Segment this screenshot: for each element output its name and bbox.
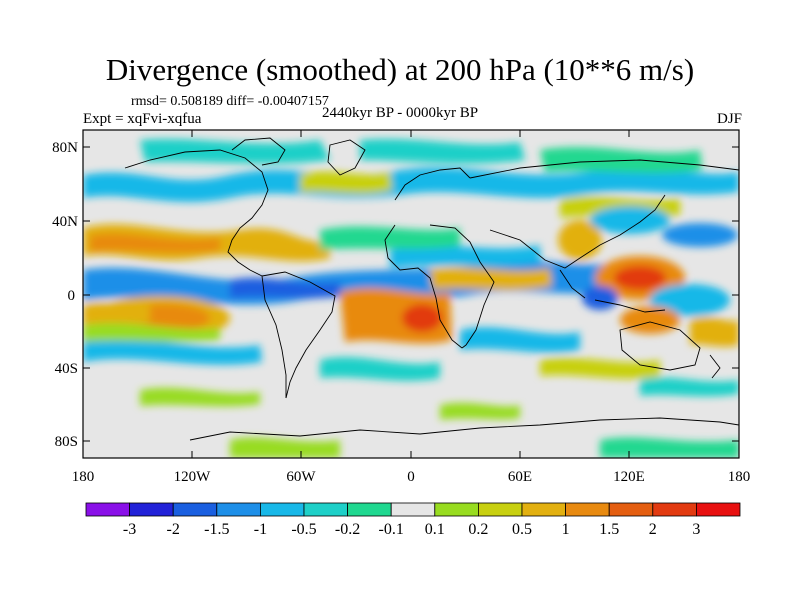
colorbar-labels: -3 -2 -1.5 -1 -0.5 -0.2 -0.1 0.1 0.2 0.5 1 1.5 2 3 bbox=[123, 521, 700, 538]
colorbar: -3 -2 -1.5 -1 -0.5 -0.2 -0.1 0.1 0.2 0.5 1 1.5 2 3 bbox=[85, 502, 741, 538]
colorbar-label: 0.1 bbox=[425, 521, 445, 538]
colorbar-swatch bbox=[434, 502, 479, 517]
lon-label-0: 0 bbox=[407, 469, 415, 485]
colorbar-label: 0.5 bbox=[512, 521, 532, 538]
lat-label-0: 0 bbox=[68, 288, 76, 304]
colorbar-swatch bbox=[696, 502, 741, 517]
colorbar-swatch bbox=[85, 502, 130, 517]
coastlines bbox=[124, 137, 739, 441]
experiment-label: Expt = xqFvi-xqfua bbox=[83, 111, 202, 127]
colorbar-swatch bbox=[216, 502, 261, 517]
stats-text: rmsd= 0.508189 diff= -0.00407157 bbox=[131, 94, 329, 109]
colorbar-swatch bbox=[172, 502, 218, 517]
map-title: Divergence (smoothed) at 200 hPa (10**6 … bbox=[105, 52, 695, 87]
period-label: 2440kyr BP - 0000kyr BP bbox=[322, 105, 479, 121]
colorbar-label: -0.5 bbox=[291, 521, 316, 538]
colorbar-swatch bbox=[521, 502, 566, 517]
lon-label-120e: 120E bbox=[613, 469, 645, 485]
lon-label-180w: 180 bbox=[72, 469, 95, 485]
lon-label-180e: 180 bbox=[728, 469, 751, 485]
colorbar-label: 2 bbox=[649, 521, 657, 538]
colorbar-swatch bbox=[303, 502, 348, 517]
colorbar-label: -0.1 bbox=[379, 521, 404, 538]
colorbar-swatch bbox=[565, 502, 610, 517]
colorbar-label: -2 bbox=[167, 521, 180, 538]
lat-label-80s: 80S bbox=[55, 434, 78, 450]
season-label: DJF bbox=[716, 111, 742, 127]
lat-label-40n: 40N bbox=[52, 214, 78, 230]
colorbar-label: -0.2 bbox=[335, 521, 360, 538]
colorbar-swatch bbox=[259, 502, 305, 517]
colorbar-swatch bbox=[477, 502, 523, 517]
lon-label-120w: 120W bbox=[174, 469, 212, 485]
colorbar-label: -3 bbox=[123, 521, 136, 538]
colorbar-boxes bbox=[85, 502, 741, 517]
colorbar-label: 1.5 bbox=[599, 521, 619, 538]
lat-label-40s: 40S bbox=[55, 361, 78, 377]
longitude-axis: 180 120W 60W 0 60E 120E 180 bbox=[72, 130, 751, 485]
colorbar-swatch bbox=[608, 502, 654, 517]
divergence-field bbox=[83, 130, 739, 458]
latitude-axis: 80N 40N 0 40S 80S bbox=[52, 140, 739, 450]
colorbar-label: -1 bbox=[254, 521, 267, 538]
colorbar-swatch bbox=[347, 502, 392, 517]
colorbar-swatch bbox=[390, 502, 436, 517]
colorbar-label: 3 bbox=[692, 521, 700, 538]
lat-label-80n: 80N bbox=[52, 140, 78, 156]
colorbar-label: 0.2 bbox=[468, 521, 488, 538]
colorbar-label: 1 bbox=[562, 521, 570, 538]
lon-label-60e: 60E bbox=[508, 469, 532, 485]
colorbar-swatch bbox=[652, 502, 697, 517]
colorbar-swatch bbox=[129, 502, 174, 517]
lon-label-60w: 60W bbox=[286, 469, 316, 485]
colorbar-label: -1.5 bbox=[204, 521, 229, 538]
